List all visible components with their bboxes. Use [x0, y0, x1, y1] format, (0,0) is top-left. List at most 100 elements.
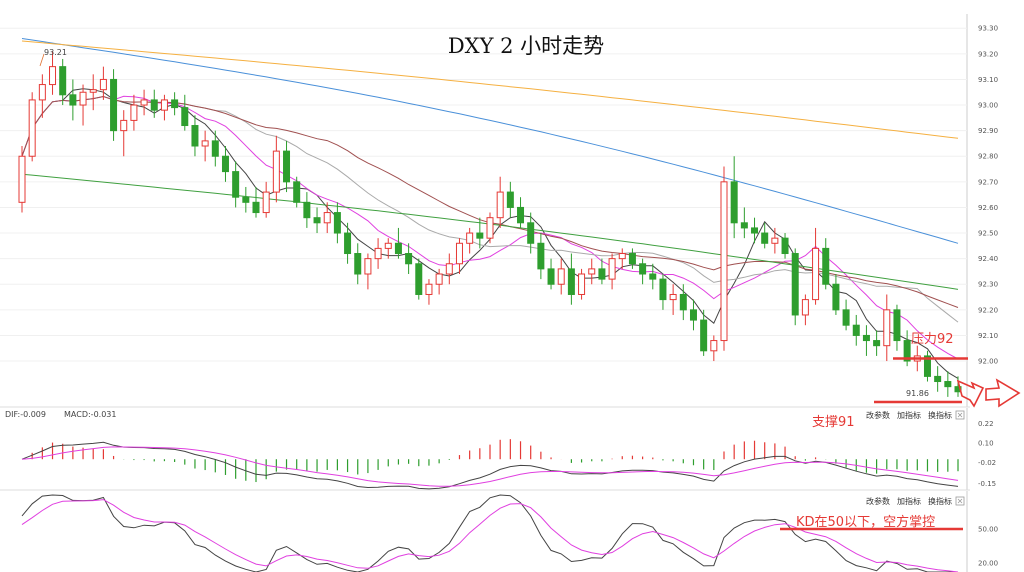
candle [761, 222, 769, 249]
macd-tick-label: 0.22 [978, 420, 994, 428]
kd-d-line [21, 499, 959, 572]
candle [69, 79, 77, 121]
candle [639, 258, 647, 285]
macd-tick-label: -0.15 [978, 480, 996, 488]
candle [852, 314, 860, 346]
candle [537, 233, 545, 280]
candle [812, 227, 820, 305]
candle [934, 366, 942, 392]
candle [303, 192, 311, 228]
candle [801, 294, 809, 326]
candle [120, 110, 128, 157]
macd-dif-label: DIF:-0.009 [5, 410, 46, 419]
candle [679, 284, 687, 321]
add-indicator-button[interactable]: 加指标 [897, 496, 921, 506]
candle [49, 51, 57, 95]
candle [903, 330, 911, 367]
candle [150, 89, 158, 118]
candle [822, 238, 830, 290]
candle [252, 186, 260, 218]
price-tick-label: 92.60 [978, 204, 998, 212]
close-icon[interactable] [955, 410, 965, 420]
candle [506, 181, 514, 218]
candle [394, 227, 402, 259]
candle [171, 92, 179, 116]
candle [567, 253, 575, 305]
candle [364, 253, 372, 290]
candle [751, 217, 759, 244]
price-tick-label: 93.10 [978, 76, 998, 84]
candle [181, 94, 189, 131]
ma120-line [21, 38, 959, 244]
candle [211, 130, 219, 167]
candle [689, 299, 697, 331]
ma250-line [21, 40, 959, 139]
kd-controls: 改参数 加指标 换指标 [866, 496, 965, 506]
candle [710, 335, 718, 362]
candle [242, 186, 250, 213]
kd-k-line [21, 494, 958, 572]
candle [313, 207, 321, 234]
candle [435, 268, 443, 295]
candle [842, 299, 850, 331]
candle [160, 94, 168, 121]
candle [344, 222, 352, 264]
kd-annotation: KD在50以下，空方掌控 [796, 514, 935, 530]
price-tick-label: 93.20 [978, 50, 998, 58]
candle [628, 248, 636, 269]
change-params-button[interactable]: 改参数 [866, 410, 890, 420]
candle [18, 146, 26, 213]
price-tick-label: 92.70 [978, 178, 998, 186]
candle [557, 258, 565, 295]
macd-tick-label: 0.10 [978, 439, 994, 447]
change-params-button[interactable]: 改参数 [866, 496, 890, 506]
price-tick-label: 92.20 [978, 306, 998, 314]
down-arrow-icon [956, 379, 985, 408]
candle [771, 227, 779, 254]
candle [781, 233, 789, 259]
candle [272, 135, 280, 203]
switch-indicator-button[interactable]: 换指标 [928, 496, 952, 506]
candle [893, 304, 901, 351]
candle [791, 248, 799, 326]
candle [59, 58, 67, 106]
close-icon[interactable] [955, 496, 965, 506]
candle [232, 161, 240, 208]
high-marker: 93.21 [39, 48, 67, 67]
candle [669, 284, 677, 315]
candle [476, 217, 484, 249]
candle [262, 181, 270, 218]
candle [873, 330, 881, 356]
chart-title: DXY 2 小时走势 [448, 34, 604, 58]
resistance-label: 压力92 [911, 332, 954, 347]
candle [445, 253, 453, 285]
switch-indicator-button[interactable]: 换指标 [928, 410, 952, 420]
candle [191, 115, 199, 157]
candle [130, 94, 138, 131]
candle [354, 243, 362, 285]
macd-tick-label: -0.02 [978, 459, 996, 467]
add-indicator-button[interactable]: 加指标 [897, 410, 921, 420]
price-tick-label: 93.30 [978, 25, 998, 33]
candle [38, 74, 46, 118]
candle [140, 89, 148, 116]
price-tick-label: 92.30 [978, 281, 998, 289]
macd-value-label: MACD:-0.031 [64, 410, 116, 419]
candle [527, 212, 535, 254]
candle [415, 258, 423, 300]
candle [598, 258, 606, 285]
price-tick-label: 92.10 [978, 332, 998, 340]
candle [608, 253, 616, 290]
high-label: 93.21 [44, 48, 67, 57]
kd-tick-label: 20.00 [978, 559, 998, 567]
candle [384, 238, 392, 259]
price-tick-label: 92.00 [978, 358, 998, 366]
candle [862, 325, 870, 356]
price-tick-label: 93.00 [978, 102, 998, 110]
candle [28, 92, 36, 162]
candle [618, 248, 626, 269]
candle [293, 176, 301, 208]
candle [720, 166, 728, 351]
candle [659, 274, 667, 310]
